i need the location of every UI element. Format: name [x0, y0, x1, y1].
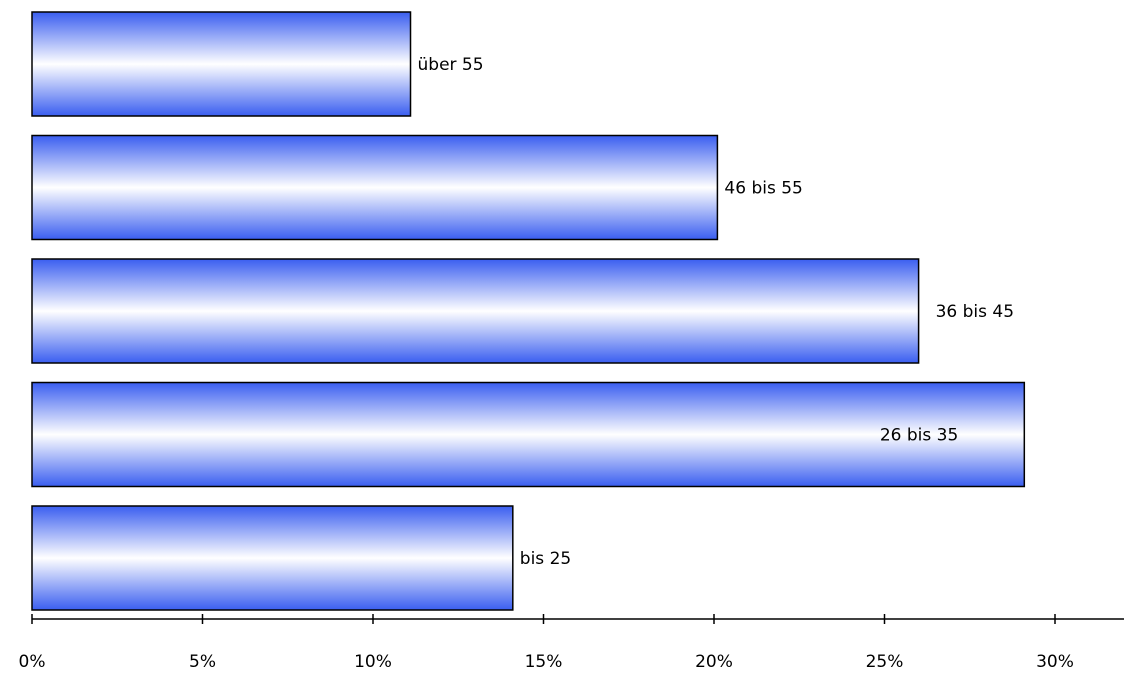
bar-label-36-bis-45: 36 bis 45 — [936, 302, 1014, 322]
bar-bis-25 — [31, 505, 514, 611]
x-tick-label-0: 0% — [19, 652, 46, 672]
bar-36-bis-45 — [31, 258, 920, 364]
x-axis: 0% 5% 10% 15% 20% 25% 30% — [19, 614, 1124, 672]
bar-labels-group: über 55 46 bis 55 36 bis 45 26 bis 35 bis 25 — [418, 55, 1015, 569]
bar-label-ber-55: über 55 — [418, 55, 484, 75]
x-tick-label-5: 5% — [189, 652, 216, 672]
x-tick-label-20: 20% — [695, 652, 733, 672]
x-tick-label-30: 30% — [1036, 652, 1074, 672]
bar-label-bis-25: bis 25 — [520, 549, 571, 569]
bar-ber-55 — [31, 11, 412, 117]
x-tick-label-10: 10% — [354, 652, 392, 672]
x-tick-label-25: 25% — [866, 652, 904, 672]
bars-group — [31, 11, 1026, 611]
bar-label-46-bis-55: 46 bis 55 — [724, 179, 802, 199]
bar-26-bis-35 — [31, 381, 1026, 488]
bar-46-bis-55 — [31, 134, 719, 241]
bar-label-26-bis-35: 26 bis 35 — [880, 426, 958, 446]
x-tick-label-15: 15% — [525, 652, 563, 672]
